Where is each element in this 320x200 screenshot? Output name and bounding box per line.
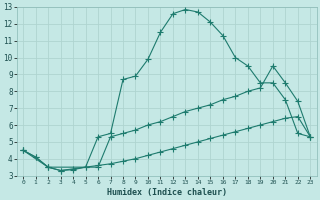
X-axis label: Humidex (Indice chaleur): Humidex (Indice chaleur)	[107, 188, 227, 197]
